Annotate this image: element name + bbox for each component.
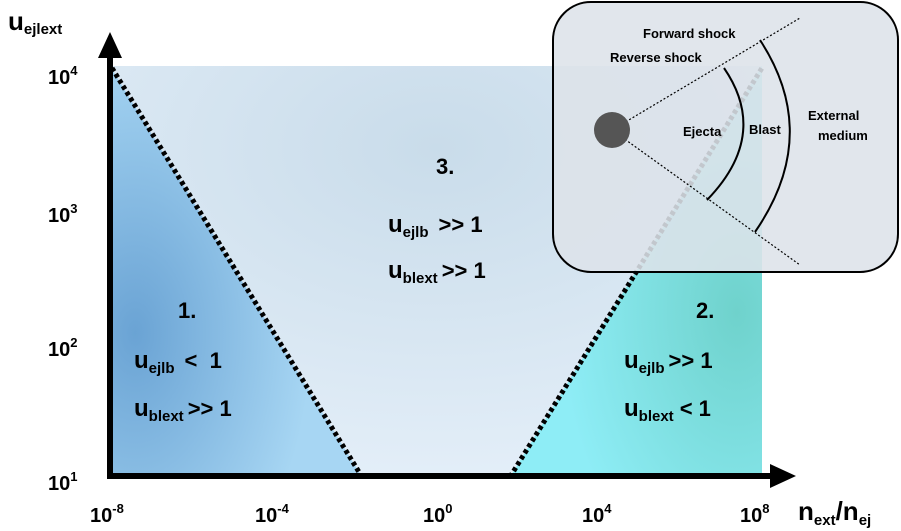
text-part: 8 [762, 501, 769, 516]
text-part: 10 [255, 505, 277, 527]
x-tick-label: 10-4 [255, 501, 290, 527]
text-part: ext [814, 512, 836, 529]
text-part: 10 [582, 505, 604, 527]
forward-shock-arc [754, 39, 791, 233]
text-part: 10 [48, 67, 70, 89]
inset-label: medium [818, 128, 868, 143]
region-condition: ublext < 1 [624, 395, 711, 425]
text-part: ejlext [24, 21, 62, 38]
text-part: 0 [445, 501, 452, 516]
x-axis-arrow [770, 464, 796, 488]
region-condition: uejlb < 1 [134, 347, 222, 377]
text-part: >> 1 [442, 258, 486, 283]
text-part: ejlb [639, 360, 665, 377]
text-part: blext [149, 408, 184, 425]
y-tick-label: 102 [48, 335, 77, 361]
text-part: u [134, 395, 149, 422]
region-condition: ublext >> 1 [388, 257, 486, 287]
y-tick-label: 101 [48, 469, 77, 495]
text-part: 4 [70, 63, 78, 78]
inset-label: Forward shock [643, 26, 736, 41]
region-number: 2. [696, 298, 714, 323]
text-part: 10 [48, 473, 70, 495]
text-part: ej [859, 512, 872, 529]
inset-label: External [808, 108, 859, 123]
inset-frame [552, 1, 899, 273]
x-tick-label: 10-8 [90, 501, 124, 527]
text-part: u [388, 257, 403, 284]
x-tick-label: 100 [423, 501, 452, 527]
inset-label: Blast [749, 122, 781, 137]
y-axis-label: uejlext [8, 6, 62, 38]
text-part: n [798, 496, 814, 526]
text-part: >> 1 [439, 212, 483, 237]
text-part: u [388, 211, 403, 238]
cone-edge [611, 129, 801, 266]
region-number: 1. [178, 298, 196, 323]
text-part: >> 1 [188, 396, 232, 421]
region-number: 3. [436, 154, 454, 179]
x-tick-label: 104 [582, 501, 612, 527]
text-part: blext [639, 408, 674, 425]
text-part: 10 [48, 339, 70, 361]
text-part: blext [403, 270, 438, 287]
text-part: >> 1 [669, 348, 713, 373]
y-tick-label: 104 [48, 63, 78, 89]
text-part: 10 [48, 205, 70, 227]
text-part: u [134, 347, 149, 374]
text-part: u [624, 395, 639, 422]
cone-edge [611, 17, 801, 131]
text-part: < 1 [185, 348, 222, 373]
boundary-left [109, 66, 365, 479]
text-part: -8 [112, 501, 124, 516]
reverse-shock-arc [706, 67, 745, 201]
text-part: 1 [70, 469, 77, 484]
inset: Forward shock Reverse shock Ejecta Blast… [552, 1, 899, 273]
text-part: u [8, 6, 24, 36]
text-part: u [624, 347, 639, 374]
text-part: -4 [277, 501, 289, 516]
region-condition: ublext >> 1 [134, 395, 232, 425]
text-part: /n [836, 496, 859, 526]
x-tick-label: 108 [740, 501, 769, 527]
text-part: ejlb [403, 224, 429, 241]
region-condition: uejlb >> 1 [624, 347, 713, 377]
text-part: 4 [604, 501, 612, 516]
y-axis-arrow [98, 32, 122, 58]
text-part: 10 [740, 505, 762, 527]
text-part: 3 [70, 201, 77, 216]
text-part: < 1 [680, 396, 711, 421]
text-part: ejlb [149, 360, 175, 377]
source [594, 112, 630, 148]
region-condition: uejlb >> 1 [388, 211, 483, 241]
text-part: 10 [423, 505, 445, 527]
x-axis-label: next/nej [798, 496, 871, 529]
y-tick-label: 103 [48, 201, 77, 227]
inset-label: Ejecta [683, 124, 722, 139]
text-part: 10 [90, 505, 112, 527]
inset-label: Reverse shock [610, 50, 703, 65]
text-part: 2 [70, 335, 77, 350]
